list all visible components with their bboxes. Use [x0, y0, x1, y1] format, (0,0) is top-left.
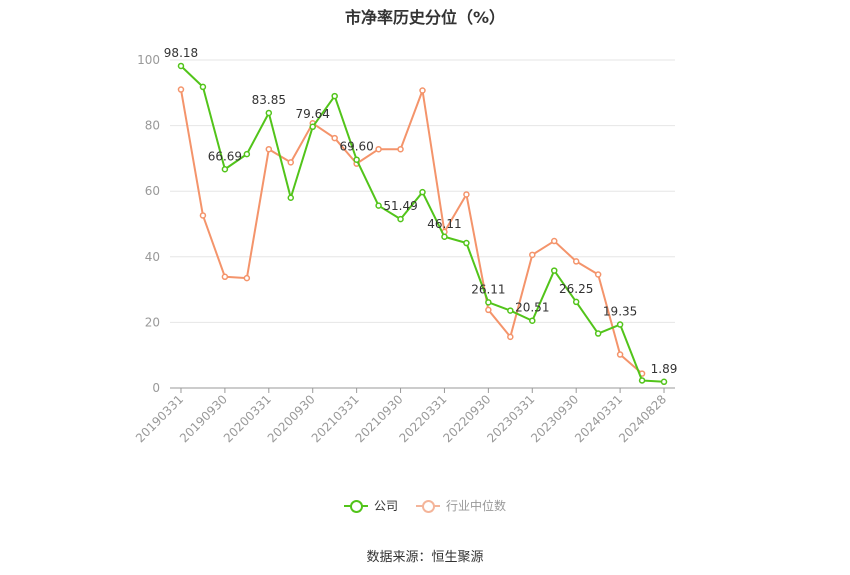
y-tick-label: 60 [145, 184, 160, 198]
data-point [397, 145, 404, 153]
y-tick-label: 40 [145, 250, 160, 264]
data-point [550, 267, 558, 274]
data-point [594, 271, 602, 278]
data-point [331, 134, 338, 142]
data-label: 69.60 [339, 140, 373, 154]
series-line-0 [180, 65, 665, 383]
series-line-1 [179, 89, 643, 375]
data-point [638, 377, 646, 384]
data-point [287, 159, 295, 166]
legend-item-industry-median[interactable]: 行业中位数 [416, 497, 506, 514]
data-point [419, 188, 426, 196]
y-tick-label: 0 [152, 381, 160, 395]
data-point [265, 109, 273, 117]
data-point [397, 215, 404, 223]
data-point [199, 83, 207, 91]
data-point [199, 212, 207, 219]
data-label: 83.85 [252, 93, 286, 107]
data-point [507, 307, 514, 314]
data-point [463, 239, 470, 247]
data-point [331, 92, 338, 100]
data-point [485, 306, 492, 314]
chart-title: 市净率历史分位（%） [344, 8, 506, 27]
data-point [243, 150, 251, 158]
data-point [243, 274, 251, 282]
data-point [485, 299, 492, 306]
data-label: 98.18 [164, 46, 198, 60]
data-label: 51.49 [383, 199, 417, 213]
data-point [529, 251, 536, 259]
data-label: 26.11 [471, 282, 505, 296]
data-point [221, 273, 229, 281]
data-label: 19.35 [603, 305, 637, 319]
y-tick-label: 100 [137, 53, 160, 67]
legend-label-industry-median: 行业中位数 [446, 499, 507, 513]
data-label: 66.69 [208, 149, 242, 163]
x-tick-label: 20240828 [616, 392, 669, 445]
y-tick-label: 80 [145, 119, 160, 133]
y-axis: 0 20 40 60 80 100 [137, 53, 160, 395]
data-label: 20.51 [515, 301, 549, 315]
data-point [177, 86, 185, 93]
data-point [616, 321, 624, 328]
data-point [572, 258, 580, 265]
data-point [221, 166, 229, 173]
data-point [529, 317, 536, 324]
data-point [177, 62, 185, 70]
data-point [594, 330, 602, 337]
data-point [572, 298, 580, 306]
source-note: 数据来源：恒生聚源 [366, 550, 484, 565]
data-point [375, 145, 382, 153]
data-point [550, 237, 558, 245]
legend-label-company: 公司 [373, 499, 398, 513]
legend-marker-industry-icon [416, 499, 440, 513]
data-point [287, 194, 295, 202]
x-axis: 2019033120190930202003312020093020210331… [133, 387, 675, 445]
data-label: 46.11 [427, 217, 461, 231]
data-point [507, 333, 514, 341]
data-label: 1.89 [651, 362, 678, 376]
data-point [309, 123, 316, 131]
data-point [375, 202, 382, 209]
data-point [660, 378, 668, 386]
data-point [419, 87, 426, 94]
legend-item-company[interactable]: 公司 [343, 497, 398, 514]
data-point [265, 145, 273, 153]
data-point [616, 351, 624, 358]
data-point [463, 191, 470, 198]
y-tick-label: 20 [145, 315, 160, 329]
legend-marker-company-icon [343, 499, 368, 513]
data-labels-layer: 98.18 66.69 83.85 79.64 69.60 51.49 46.11 26.11… [164, 46, 678, 376]
legend: 公司 行业中位数 [0, 497, 850, 514]
data-label: 79.64 [296, 107, 330, 121]
series-layer [177, 62, 668, 386]
data-label: 26.25 [559, 282, 593, 296]
data-point [353, 156, 360, 163]
data-point [441, 233, 448, 241]
